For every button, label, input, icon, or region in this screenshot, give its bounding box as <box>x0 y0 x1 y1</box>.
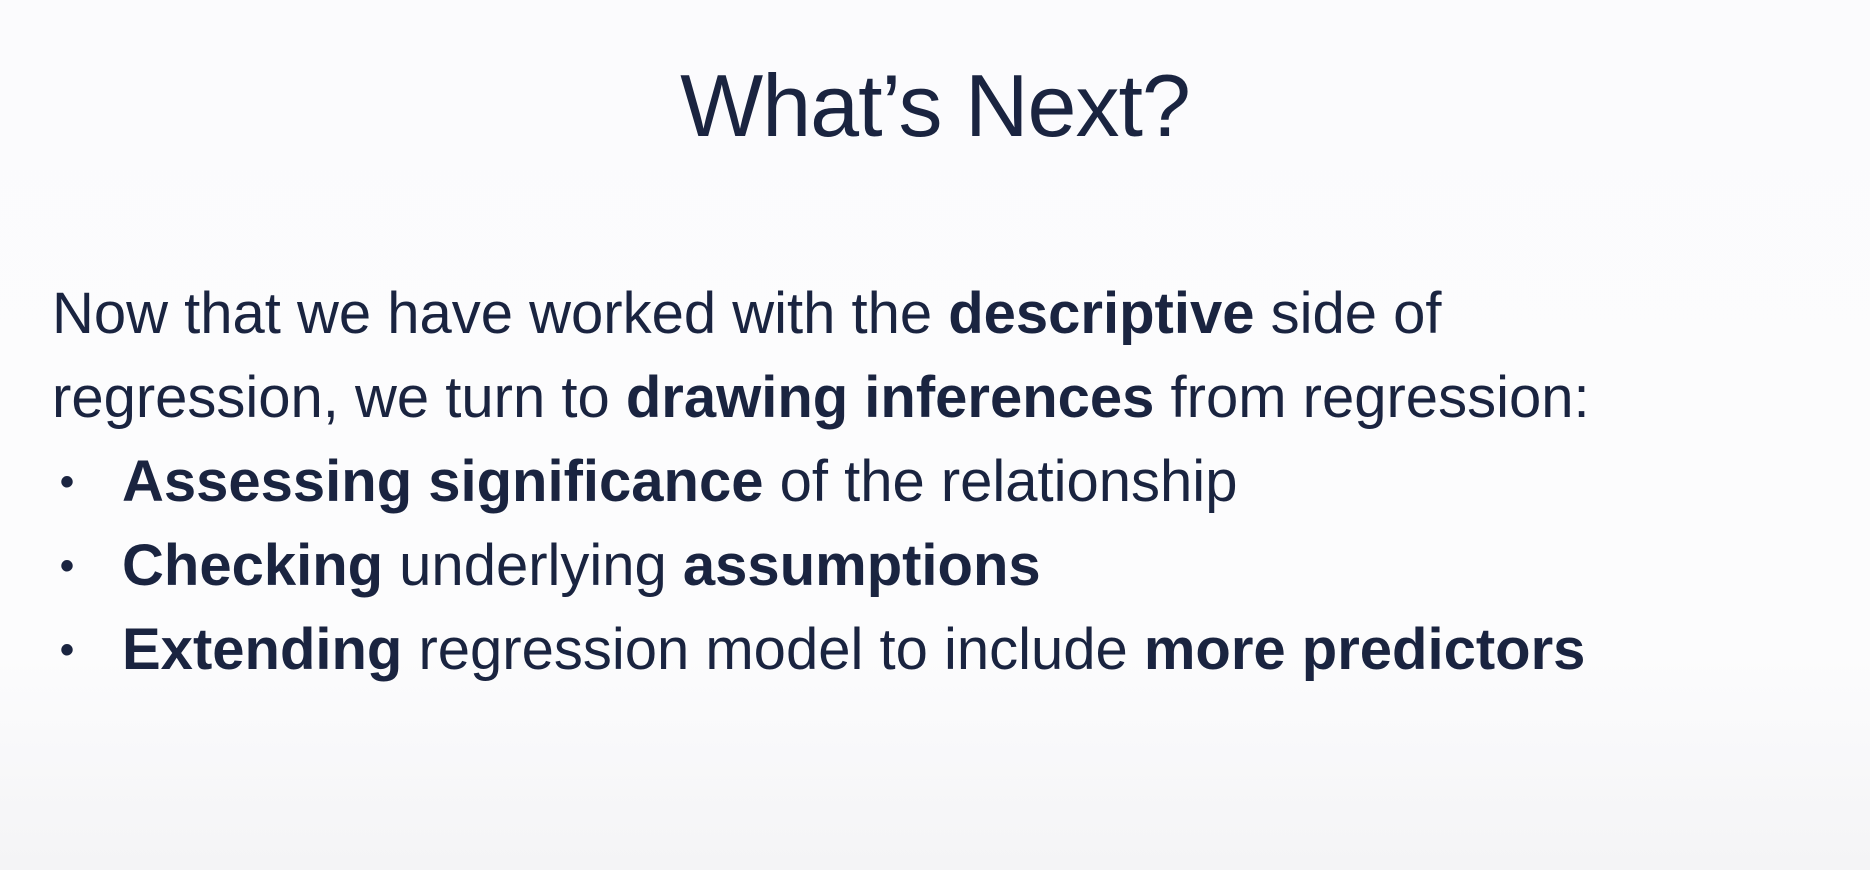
bullet-icon: • <box>59 544 74 588</box>
bullet-item-assumptions: • Checking underlying assumptions <box>52 524 1832 608</box>
text-run-bold: Extending <box>122 617 403 682</box>
text-run: underlying <box>383 533 683 598</box>
intro-line-1: Now that we have worked with the descrip… <box>52 272 1832 356</box>
text-run-bold: assumptions <box>682 533 1041 598</box>
bullet-icon: • <box>59 460 74 504</box>
slide-body: Now that we have worked with the descrip… <box>52 272 1832 692</box>
bullet-item-significance: • Assessing significance of the relation… <box>52 440 1832 524</box>
text-run-bold: Assessing significance <box>122 449 764 514</box>
text-run: regression model to include <box>402 617 1144 682</box>
bullet-icon: • <box>59 628 74 672</box>
bullet-list: • Assessing significance of the relation… <box>52 440 1832 692</box>
slide-title: What’s Next? <box>680 56 1191 155</box>
text-run: side of <box>1254 281 1442 346</box>
text-run-bold: Checking <box>122 533 384 598</box>
text-run-bold: descriptive <box>948 281 1255 346</box>
intro-line-2: regression, we turn to drawing inference… <box>52 356 1832 440</box>
text-run-bold: more predictors <box>1143 617 1586 682</box>
text-run-bold: drawing inferences <box>625 365 1155 430</box>
text-run: Now that we have worked with the <box>52 281 949 346</box>
text-run: from regression: <box>1154 365 1590 430</box>
bullet-item-predictors: • Extending regression model to include … <box>52 608 1832 692</box>
text-run: of the relationship <box>763 449 1238 514</box>
text-run: regression, we turn to <box>52 365 626 430</box>
